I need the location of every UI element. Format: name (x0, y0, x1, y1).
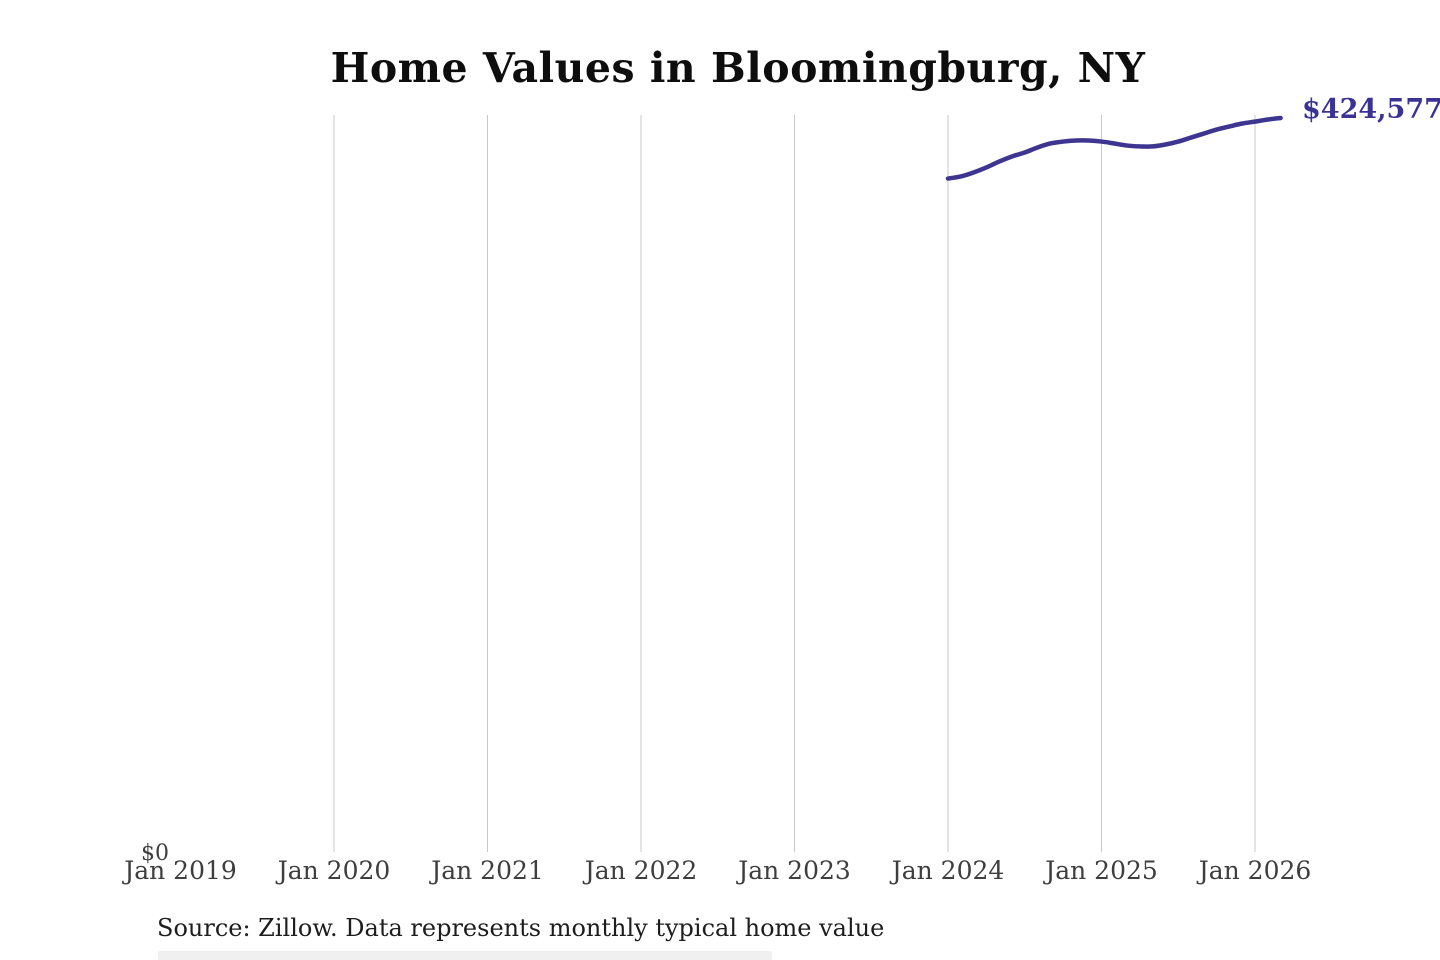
y-axis-zero-label: $0 (141, 841, 169, 866)
home-value-line (945, 115, 1283, 181)
cropped-artifact (158, 951, 772, 960)
x-axis-label: Jan 2025 (1045, 856, 1158, 885)
x-axis-label: Jan 2022 (584, 856, 698, 885)
x-axis-label: Jan 2020 (277, 856, 391, 885)
x-axis-label: Jan 2021 (431, 856, 544, 885)
x-axis-label: Jan 2024 (891, 856, 1005, 885)
x-axis-label: Jan 2023 (738, 856, 851, 885)
chart-title: Home Values in Bloomingburg, NY (330, 44, 1146, 92)
x-axis-label: Jan 2019 (124, 856, 237, 885)
end-value-label: $424,577 (1302, 94, 1440, 125)
source-caption: Source: Zillow. Data represents monthly … (157, 914, 885, 942)
x-axis-label: Jan 2026 (1198, 856, 1312, 885)
